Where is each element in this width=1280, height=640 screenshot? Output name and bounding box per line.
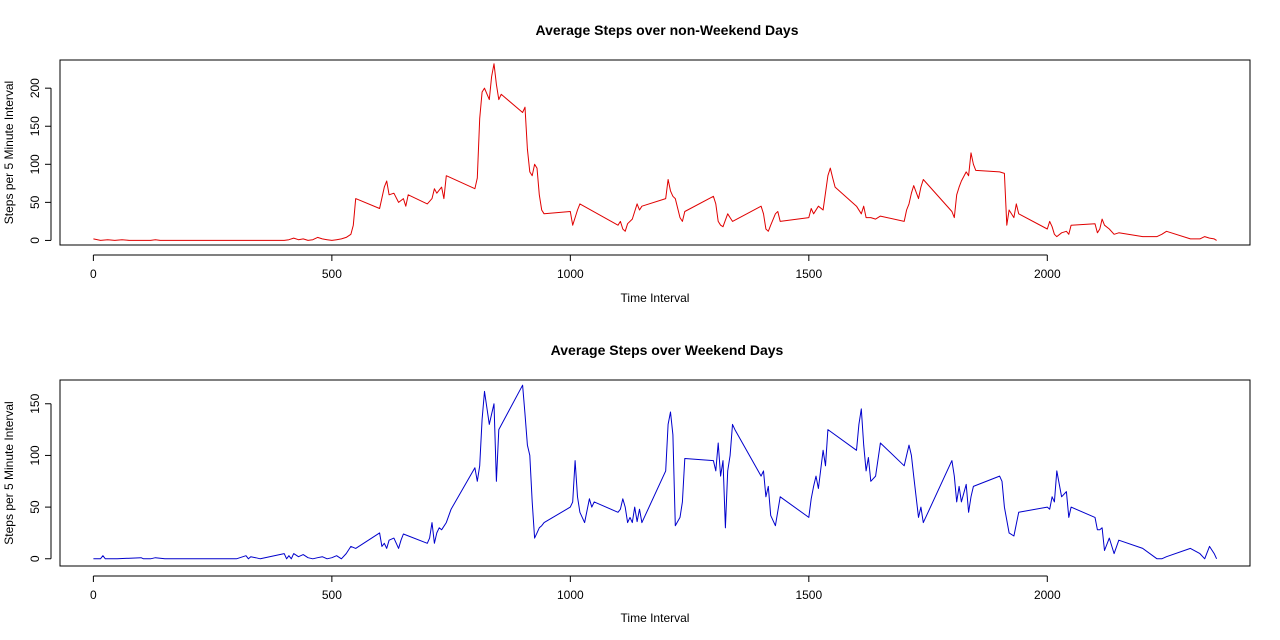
x-tick-label: 0 (90, 588, 97, 602)
y-tick-label: 0 (28, 555, 42, 562)
y-tick-label: 150 (28, 116, 42, 136)
x-tick-label: 500 (322, 267, 342, 281)
y-tick-label: 50 (28, 195, 42, 209)
chart-title: Average Steps over Weekend Days (551, 342, 784, 358)
x-tick-label: 1500 (795, 267, 822, 281)
x-axis-label: Time Interval (621, 291, 690, 305)
x-tick-label: 2000 (1034, 588, 1061, 602)
y-tick-label: 50 (28, 500, 42, 514)
y-axis-label: Steps per 5 Minute Interval (2, 401, 16, 544)
series-line (93, 384, 1218, 560)
x-tick-label: 1500 (795, 588, 822, 602)
chart-title: Average Steps over non-Weekend Days (536, 22, 799, 38)
x-tick-label: 500 (322, 588, 342, 602)
x-tick-label: 0 (90, 267, 97, 281)
y-axis-label: Steps per 5 Minute Interval (2, 81, 16, 224)
plot-frame (59, 59, 1251, 246)
y-tick-label: 100 (28, 445, 42, 465)
y-tick-label: 200 (28, 78, 42, 98)
x-tick-label: 1000 (557, 588, 584, 602)
plot-frame (59, 379, 1251, 567)
x-tick-label: 2000 (1034, 267, 1061, 281)
series-line (93, 63, 1217, 241)
x-axis-label: Time Interval (621, 611, 690, 625)
y-tick-label: 150 (28, 393, 42, 413)
y-tick-label: 0 (28, 237, 42, 244)
y-tick-label: 100 (28, 154, 42, 174)
x-tick-label: 1000 (557, 267, 584, 281)
